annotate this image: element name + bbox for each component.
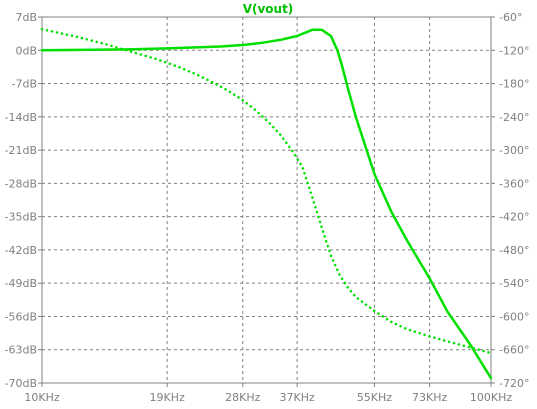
y2-tick-label: -240° [499,111,529,124]
y-tick-label: -56dB [5,310,38,323]
y2-tick-label: -660° [499,344,529,357]
y-tick-label: -42dB [5,244,38,257]
x-tick-label: 19KHz [150,391,185,404]
y-tick-label: 0dB [15,44,37,57]
y-tick-label: -63dB [5,344,38,357]
tick-labels: 10KHz 19KHz 28KHz 37KHz 55KHz 73KHz 100KHz 7dB 0… [5,11,530,404]
phase-series-line [40,27,493,355]
y2-tick-label: -420° [499,211,529,224]
x-tick-label: 73KHz [412,391,447,404]
y-tick-label: -35dB [5,211,38,224]
y2-tick-label: -300° [499,144,529,157]
y-tick-label: -49dB [5,277,38,290]
x-tick-label: 100KHz [470,391,512,404]
grid [42,17,491,383]
y2-tick-label: -480° [499,244,529,257]
plot-frame [41,16,492,384]
y-tick-label: -21dB [5,144,38,157]
y-tick-label: -28dB [5,177,38,190]
y2-tick-label: -180° [499,78,529,91]
y-tick-label: -70dB [5,377,38,390]
y2-tick-label: -600° [499,310,529,323]
y-tick-label: -7dB [12,78,38,91]
y-tick-label: -14dB [5,111,38,124]
y2-tick-label: -120° [499,44,529,57]
y2-tick-label: -360° [499,177,529,190]
x-tick-label: 55KHz [357,391,392,404]
x-tick-label: 10KHz [24,391,59,404]
y-tick-label: 7dB [15,11,37,24]
y2-tick-label: -720° [499,377,529,390]
x-tick-label: 37KHz [279,391,314,404]
chart-title: V(vout) [243,2,294,16]
y2-tick-label: -60° [499,11,522,24]
x-tick-label: 28KHz [225,391,260,404]
y2-tick-label: -540° [499,277,529,290]
magnitude-series-line [40,28,493,380]
series-group [40,27,493,380]
